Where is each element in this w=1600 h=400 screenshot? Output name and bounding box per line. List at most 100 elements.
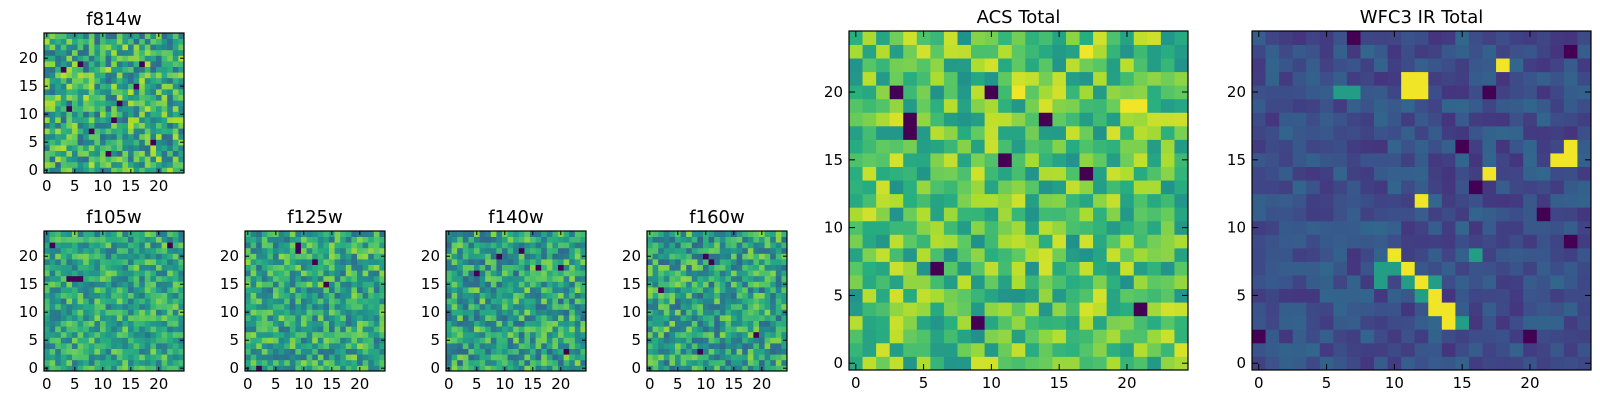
heatmap-cell [362, 315, 369, 321]
heatmap-cell [105, 331, 112, 338]
heatmap-cell [1133, 342, 1148, 357]
heatmap-cell [775, 320, 782, 327]
heatmap-cell [1455, 356, 1470, 371]
heatmap-cell [759, 326, 765, 333]
heatmap-cell [1025, 166, 1040, 181]
heatmap-cell [77, 354, 84, 361]
heatmap-cell [94, 77, 101, 84]
heatmap-cell [178, 242, 185, 249]
heatmap-cell [55, 348, 62, 355]
heatmap-cell [1360, 315, 1375, 330]
heatmap-cell [930, 71, 945, 86]
heatmap-cell [83, 281, 90, 288]
heatmap-cell [161, 242, 168, 249]
heatmap-cell [957, 356, 972, 371]
heatmap-cell [675, 270, 681, 277]
heatmap-cell [133, 365, 140, 372]
heatmap-cell [849, 153, 863, 167]
heatmap-cell [301, 354, 307, 361]
heatmap-cell [368, 270, 375, 277]
heatmap-cell [1079, 234, 1094, 249]
heatmap-cell [552, 354, 559, 361]
heatmap-cell [1428, 261, 1443, 276]
heatmap-cell [172, 44, 179, 51]
heatmap-cell [462, 359, 469, 366]
heatmap-cell [1374, 71, 1388, 86]
heatmap-cell [295, 348, 302, 355]
heatmap-cell [362, 270, 369, 277]
heatmap-cell [1025, 247, 1040, 262]
heatmap-cell [295, 365, 302, 372]
heatmap-cell [128, 236, 134, 243]
heatmap-cell [144, 343, 151, 349]
heatmap-cell [1428, 247, 1443, 262]
heatmap-cell [569, 365, 576, 372]
heatmap-cell [652, 253, 659, 260]
heatmap-cell [1093, 207, 1108, 222]
heatmap-cell [468, 242, 475, 249]
heatmap-cell [1079, 85, 1094, 100]
heatmap-cell [100, 275, 106, 282]
heatmap-cell [507, 320, 514, 327]
heatmap-cell [518, 270, 525, 277]
heatmap-cell [139, 33, 146, 39]
heatmap-cell [862, 261, 877, 276]
heatmap-cell [1496, 329, 1511, 344]
y-tick-label: 10 [824, 219, 843, 237]
heatmap-cell [1536, 166, 1551, 181]
heatmap-cell [1496, 58, 1511, 73]
heatmap-cell [150, 242, 157, 249]
heatmap-cell [457, 253, 464, 260]
y-tick-label: 0 [833, 354, 843, 372]
heatmap-cell [1536, 247, 1551, 262]
heatmap-cell [66, 275, 73, 282]
heatmap-cell [340, 331, 347, 338]
heatmap-cell [849, 329, 863, 344]
heatmap-cell [563, 236, 570, 243]
heatmap-cell [1374, 58, 1388, 73]
heatmap-cell [306, 281, 313, 288]
heatmap-cell [295, 354, 302, 361]
heatmap-cell [167, 242, 174, 249]
heatmap-cell [1360, 220, 1375, 235]
heatmap-cell [1577, 71, 1592, 86]
heatmap-cell [44, 247, 50, 254]
heatmap-cell [770, 315, 777, 321]
heatmap-cell [1523, 31, 1538, 45]
heatmap-cell [479, 253, 486, 260]
heatmap-cell [133, 331, 140, 338]
heatmap-cell [100, 326, 106, 333]
heatmap-cell [496, 270, 503, 277]
heatmap-cell [957, 71, 972, 86]
heatmap-cell [379, 315, 386, 321]
heatmap-cell [930, 166, 945, 181]
heatmap-cell [485, 275, 492, 282]
heatmap-cell [289, 365, 296, 372]
heatmap-cell [719, 231, 726, 237]
heatmap-cell [691, 354, 698, 361]
heatmap-cell [663, 365, 670, 372]
heatmap-cell [77, 100, 84, 107]
heatmap-cell [340, 247, 347, 254]
heatmap-cell [781, 348, 788, 355]
heatmap-cell [781, 259, 788, 265]
heatmap-cell [1147, 275, 1162, 290]
heatmap-cell [1025, 98, 1040, 113]
heatmap-cell [1265, 234, 1280, 249]
heatmap-cell [72, 253, 78, 260]
heatmap-cell [658, 331, 665, 338]
heatmap-cell [128, 55, 134, 62]
heatmap-cell [541, 242, 548, 249]
heatmap-cell [1414, 166, 1429, 181]
heatmap-cell [485, 303, 492, 310]
heatmap-cell [1011, 31, 1026, 45]
heatmap-cell [357, 315, 363, 321]
heatmap-cell [714, 281, 721, 288]
heatmap-cell [1065, 139, 1080, 154]
heatmap-cell [1577, 44, 1592, 59]
heatmap-cell [278, 331, 285, 338]
heatmap-cell [518, 337, 525, 344]
heatmap-cell [1374, 85, 1388, 100]
heatmap-cell [289, 320, 296, 327]
heatmap-cell [535, 253, 542, 260]
